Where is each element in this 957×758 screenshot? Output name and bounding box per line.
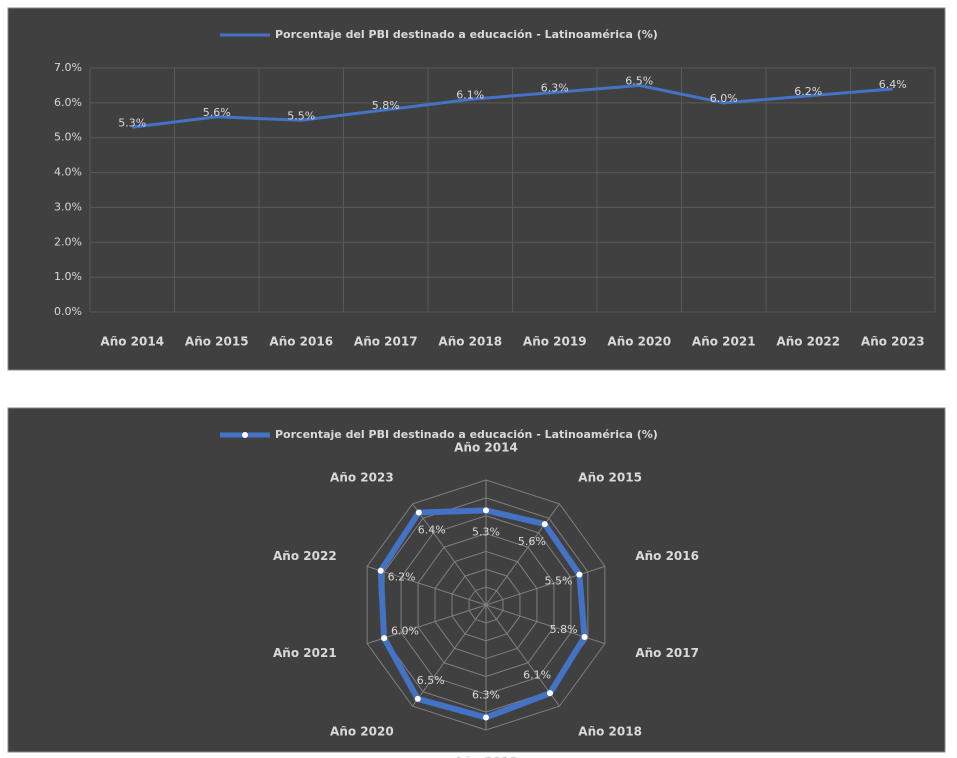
marker xyxy=(576,571,583,578)
y-tick-label: 5.0% xyxy=(54,131,82,144)
marker xyxy=(581,634,588,641)
x-tick-label: Año 2015 xyxy=(185,335,249,349)
data-label: 6.2% xyxy=(388,571,416,584)
y-tick-label: 6.0% xyxy=(54,96,82,109)
data-label: 6.5% xyxy=(625,74,653,87)
x-tick-label: Año 2018 xyxy=(438,335,502,349)
category-label: Año 2016 xyxy=(635,549,699,563)
data-label: 6.4% xyxy=(879,78,907,91)
x-tick-label: Año 2017 xyxy=(354,335,418,349)
data-label: 6.1% xyxy=(523,668,551,681)
x-tick-label: Año 2021 xyxy=(692,335,756,349)
radar-chart-bg xyxy=(7,407,946,753)
data-label: 6.4% xyxy=(418,523,446,536)
spoke xyxy=(412,503,487,606)
category-label: Año 2019 xyxy=(454,755,518,758)
y-tick-label: 2.0% xyxy=(54,235,82,248)
marker xyxy=(541,521,548,528)
marker xyxy=(547,690,554,697)
data-label: 6.1% xyxy=(456,88,484,101)
x-tick-label: Año 2016 xyxy=(269,335,333,349)
category-label: Año 2023 xyxy=(330,470,394,484)
category-label: Año 2018 xyxy=(578,725,642,739)
category-label: Año 2022 xyxy=(273,549,337,563)
data-label: 6.3% xyxy=(472,689,500,702)
marker xyxy=(483,507,489,514)
marker xyxy=(483,714,489,721)
spoke xyxy=(366,565,487,606)
series-line xyxy=(132,83,893,129)
data-label: 5.6% xyxy=(203,106,231,119)
x-tick-label: Año 2019 xyxy=(523,335,587,349)
x-tick-label: Año 2020 xyxy=(607,335,671,349)
data-label: 5.3% xyxy=(118,116,146,129)
y-tick-label: 1.0% xyxy=(54,270,82,283)
legend-marker xyxy=(242,432,248,438)
category-label: Año 2021 xyxy=(273,646,337,660)
spoke xyxy=(485,604,560,707)
x-tick-label: Año 2023 xyxy=(861,335,925,349)
data-label: 6.0% xyxy=(710,92,738,105)
y-tick-label: 0.0% xyxy=(54,305,82,318)
data-label: 5.3% xyxy=(472,525,500,538)
data-label: 5.6% xyxy=(518,535,546,548)
marker xyxy=(415,509,422,516)
data-label: 5.8% xyxy=(372,99,400,112)
data-label: 6.5% xyxy=(417,674,445,687)
data-label: 5.8% xyxy=(550,623,578,636)
spoke xyxy=(412,604,487,707)
marker xyxy=(414,695,421,702)
spoke xyxy=(485,565,606,606)
x-tick-label: Año 2022 xyxy=(776,335,840,349)
marker xyxy=(377,567,384,574)
y-tick-label: 3.0% xyxy=(54,200,82,213)
data-label: 5.5% xyxy=(545,574,573,587)
marker xyxy=(381,635,388,642)
y-tick-label: 7.0% xyxy=(54,61,82,74)
legend-label: Porcentaje del PBI destinado a educación… xyxy=(275,28,658,41)
data-label: 6.3% xyxy=(541,81,569,94)
y-tick-label: 4.0% xyxy=(54,166,82,179)
category-label: Año 2017 xyxy=(635,646,699,660)
data-label: 6.0% xyxy=(391,624,419,637)
line-chart-bg xyxy=(7,7,946,371)
spoke xyxy=(485,503,560,606)
category-label: Año 2015 xyxy=(578,470,642,484)
x-tick-label: Año 2014 xyxy=(100,335,164,349)
legend-label: Porcentaje del PBI destinado a educación… xyxy=(275,428,658,441)
data-label: 5.5% xyxy=(287,109,315,122)
category-label: Año 2014 xyxy=(454,441,518,455)
data-label: 6.2% xyxy=(794,85,822,98)
category-label: Año 2020 xyxy=(330,725,394,739)
